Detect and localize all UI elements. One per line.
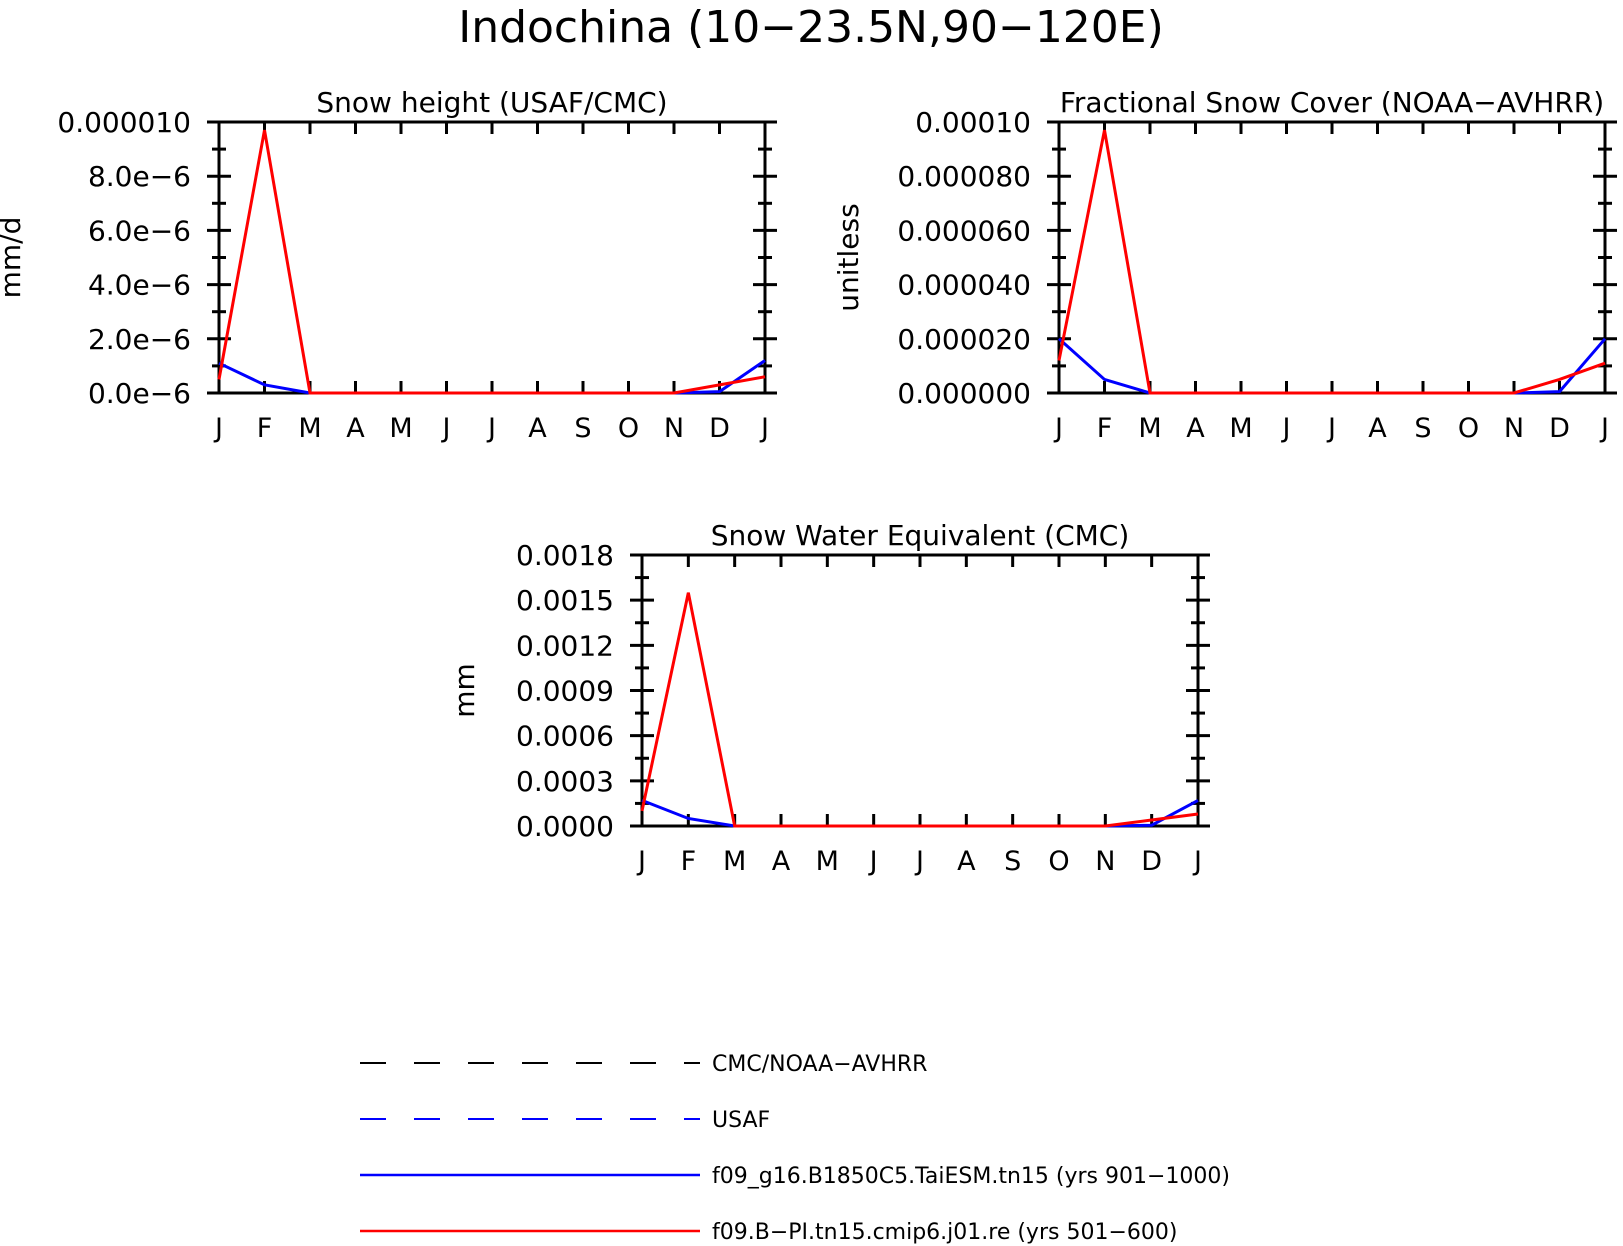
x-tick-label: O <box>1048 846 1069 877</box>
x-tick-label: A <box>1186 413 1205 444</box>
y-tick-label: 0.0000 <box>516 810 614 843</box>
y-tick-label: 0.0015 <box>516 584 614 617</box>
x-tick-label: A <box>957 846 976 877</box>
x-tick-label: J <box>868 846 878 877</box>
panel-fractional-snow-cover: Fractional Snow Cover (NOAA−AVHRR) unitle… <box>832 86 1617 444</box>
x-tick-label: M <box>816 846 839 877</box>
y-tick-label: 0.000080 <box>897 160 1031 193</box>
x-tick-label: A <box>528 413 547 444</box>
x-tick-label: O <box>1458 413 1479 444</box>
x-tick-label: D <box>1141 846 1162 877</box>
legend: CMC/NOAA−AVHRR USAF f09_g16.B1850C5.TaiESM… <box>360 1052 1230 1245</box>
legend-label-3: f09_g16.B1850C5.TaiESM.tn15 (yrs 901−100… <box>712 1164 1230 1189</box>
x-tick-label: M <box>1229 413 1252 444</box>
y-tick-label: 0.0006 <box>516 720 614 753</box>
x-tick-label: M <box>1138 413 1161 444</box>
x-tick-label: J <box>1599 413 1609 444</box>
y-tick-label: 0.000040 <box>897 269 1031 302</box>
x-tick-label: N <box>1095 846 1115 877</box>
x-tick-label: M <box>723 846 746 877</box>
y-tick-label: 0.0e−6 <box>88 377 191 410</box>
x-tick-label: F <box>1097 413 1113 444</box>
series-cmip6 <box>217 129 766 395</box>
legend-label-4: f09.B−PI.tn15.cmip6.j01.re (yrs 501−600) <box>712 1220 1177 1245</box>
figure-title: Indochina (10−23.5N,90−120E) <box>458 2 1164 53</box>
x-tick-label: A <box>1368 413 1387 444</box>
x-tick-label: J <box>441 413 451 444</box>
y-tick-label: 0.0009 <box>516 675 614 708</box>
panel-title: Snow height (USAF/CMC) <box>316 86 667 119</box>
y-tick-label: 0.000000 <box>897 377 1031 410</box>
y-tick-label: 0.000010 <box>57 106 191 139</box>
panel-snow-water-equivalent: Snow Water Equivalent (CMC)mmJ F M A M J J A S O N… <box>448 519 1210 877</box>
y-tick-label: 2.0e−6 <box>88 323 191 356</box>
y-axis-label: mm <box>448 663 481 718</box>
x-tick-label: S <box>574 413 591 444</box>
y-tick-label: 6.0e−6 <box>88 214 191 247</box>
x-tick-label: J <box>1053 413 1063 444</box>
x-tick-label: J <box>759 413 769 444</box>
x-tick-label: J <box>486 413 496 444</box>
y-tick-label: 0.000060 <box>897 214 1031 247</box>
y-tick-label: 0.000020 <box>897 323 1031 356</box>
x-tick-label: J <box>914 846 924 877</box>
x-tick-label: A <box>772 846 791 877</box>
y-tick-label: 8.0e−6 <box>88 160 191 193</box>
x-tick-label: M <box>389 413 412 444</box>
x-tick-label: J <box>1192 846 1202 877</box>
series-cmip6 <box>1057 129 1606 395</box>
x-tick-label: J <box>1326 413 1336 444</box>
legend-label-2: USAF <box>712 1108 770 1133</box>
plot-frame <box>217 120 767 395</box>
y-axis-label: unitless <box>832 203 865 311</box>
x-tick-label: M <box>298 413 321 444</box>
x-tick-label: A <box>346 413 365 444</box>
x-tick-label: F <box>257 413 273 444</box>
y-tick-label: 0.0012 <box>516 629 614 662</box>
plot-frame <box>1057 120 1607 395</box>
series-cmip6 <box>640 592 1199 828</box>
x-tick-label: J <box>213 413 223 444</box>
x-tick-label: O <box>618 413 639 444</box>
panel-title: Snow Water Equivalent (CMC) <box>711 519 1130 552</box>
legend-label-1: CMC/NOAA−AVHRR <box>712 1052 927 1077</box>
x-tick-label: J <box>1281 413 1291 444</box>
y-tick-label: 4.0e−6 <box>88 269 191 302</box>
x-tick-label: F <box>681 846 697 877</box>
y-axis-label: mm/d <box>0 217 27 299</box>
x-tick-label: D <box>709 413 730 444</box>
y-tick-label: 0.0003 <box>516 765 614 798</box>
x-tick-label: D <box>1549 413 1570 444</box>
y-tick-label: 0.0018 <box>516 539 614 572</box>
x-tick-label: S <box>1414 413 1431 444</box>
x-tick-label: S <box>1004 846 1021 877</box>
x-tick-label: J <box>636 846 646 877</box>
x-tick-label: N <box>1504 413 1524 444</box>
x-tick-label: N <box>664 413 684 444</box>
y-tick-label: 0.00010 <box>915 106 1031 139</box>
panel-title: Fractional Snow Cover (NOAA−AVHRR) <box>1060 86 1604 119</box>
panel-snow-height: Snow height (USAF/CMC)mm/dJ F M A M J J A S O N D J0… <box>0 86 777 444</box>
